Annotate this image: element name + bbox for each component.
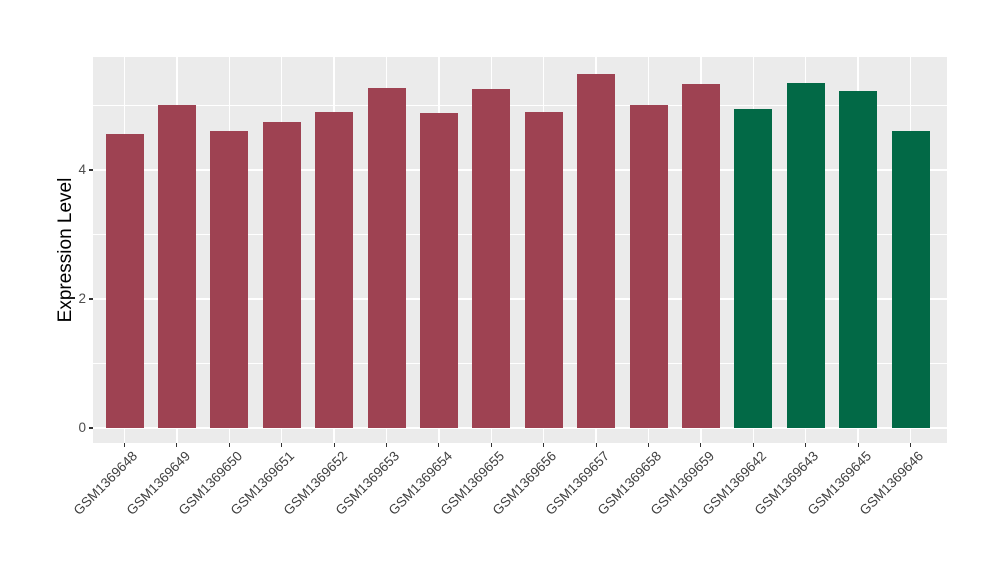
x-tick-label: GSM1369655 [437,448,508,518]
bar [419,113,458,428]
x-axis-tick-mark [490,443,492,447]
x-tick-label: GSM1369646 [856,448,927,518]
bar [472,88,511,428]
bar [262,121,301,428]
x-axis-tick-mark [123,443,126,447]
gridline-major-horizontal [93,169,947,171]
x-tick-label: GSM1369656 [490,448,560,518]
bar [210,130,249,428]
x-axis-tick-mark [700,443,702,447]
y-tick-label: 4 [78,161,86,177]
bar [105,134,144,428]
x-tick-label: GSM1369651 [228,448,298,518]
x-tick-label: GSM1369645 [804,448,875,518]
plot-panel [93,57,947,443]
gridline-minor-horizontal [93,234,947,235]
x-tick-label: GSM1369652 [280,448,351,518]
bar [891,130,930,428]
x-axis-tick-mark [176,443,178,447]
x-axis-tick-mark [228,443,230,447]
bar [315,112,354,428]
x-axis-tick-mark [438,443,440,447]
x-axis-tick-mark [385,443,388,447]
bar [839,91,878,428]
bar [786,83,825,428]
x-axis-tick-mark [333,443,335,447]
bar [629,105,668,428]
x-axis-tick-mark [281,443,283,447]
gridline-major-horizontal [93,298,947,300]
bar [367,87,406,428]
x-axis-tick-mark [805,443,807,447]
x-tick-label: GSM1369643 [752,448,822,518]
x-axis-tick-mark [752,443,754,447]
x-axis-tick-mark [647,443,650,447]
x-tick-label: GSM1369650 [175,448,246,518]
x-axis-tick-mark [543,443,545,447]
gridline-major-horizontal [93,427,947,429]
x-axis-tick-mark [909,443,912,447]
x-tick-label: GSM1369658 [594,448,665,518]
gridline-minor-horizontal [93,104,947,106]
x-tick-label: GSM1369653 [332,448,403,518]
bar [577,73,616,428]
y-axis-title: Expression Level [55,177,76,323]
y-tick-label: 0 [78,420,86,435]
x-tick-label: GSM1369648 [70,448,141,518]
bar [734,108,773,428]
x-tick-label: GSM1369649 [123,448,193,518]
x-axis-tick-mark [857,443,859,447]
x-axis-tick-mark [595,443,597,447]
bar [524,112,563,428]
x-tick-label: GSM1369642 [699,448,770,518]
bar [681,84,720,428]
gridline-minor-horizontal [93,363,947,364]
bar [157,105,196,428]
x-tick-label: GSM1369654 [385,448,455,518]
x-tick-label: GSM1369659 [647,448,717,518]
x-tick-label: GSM1369657 [542,448,613,518]
